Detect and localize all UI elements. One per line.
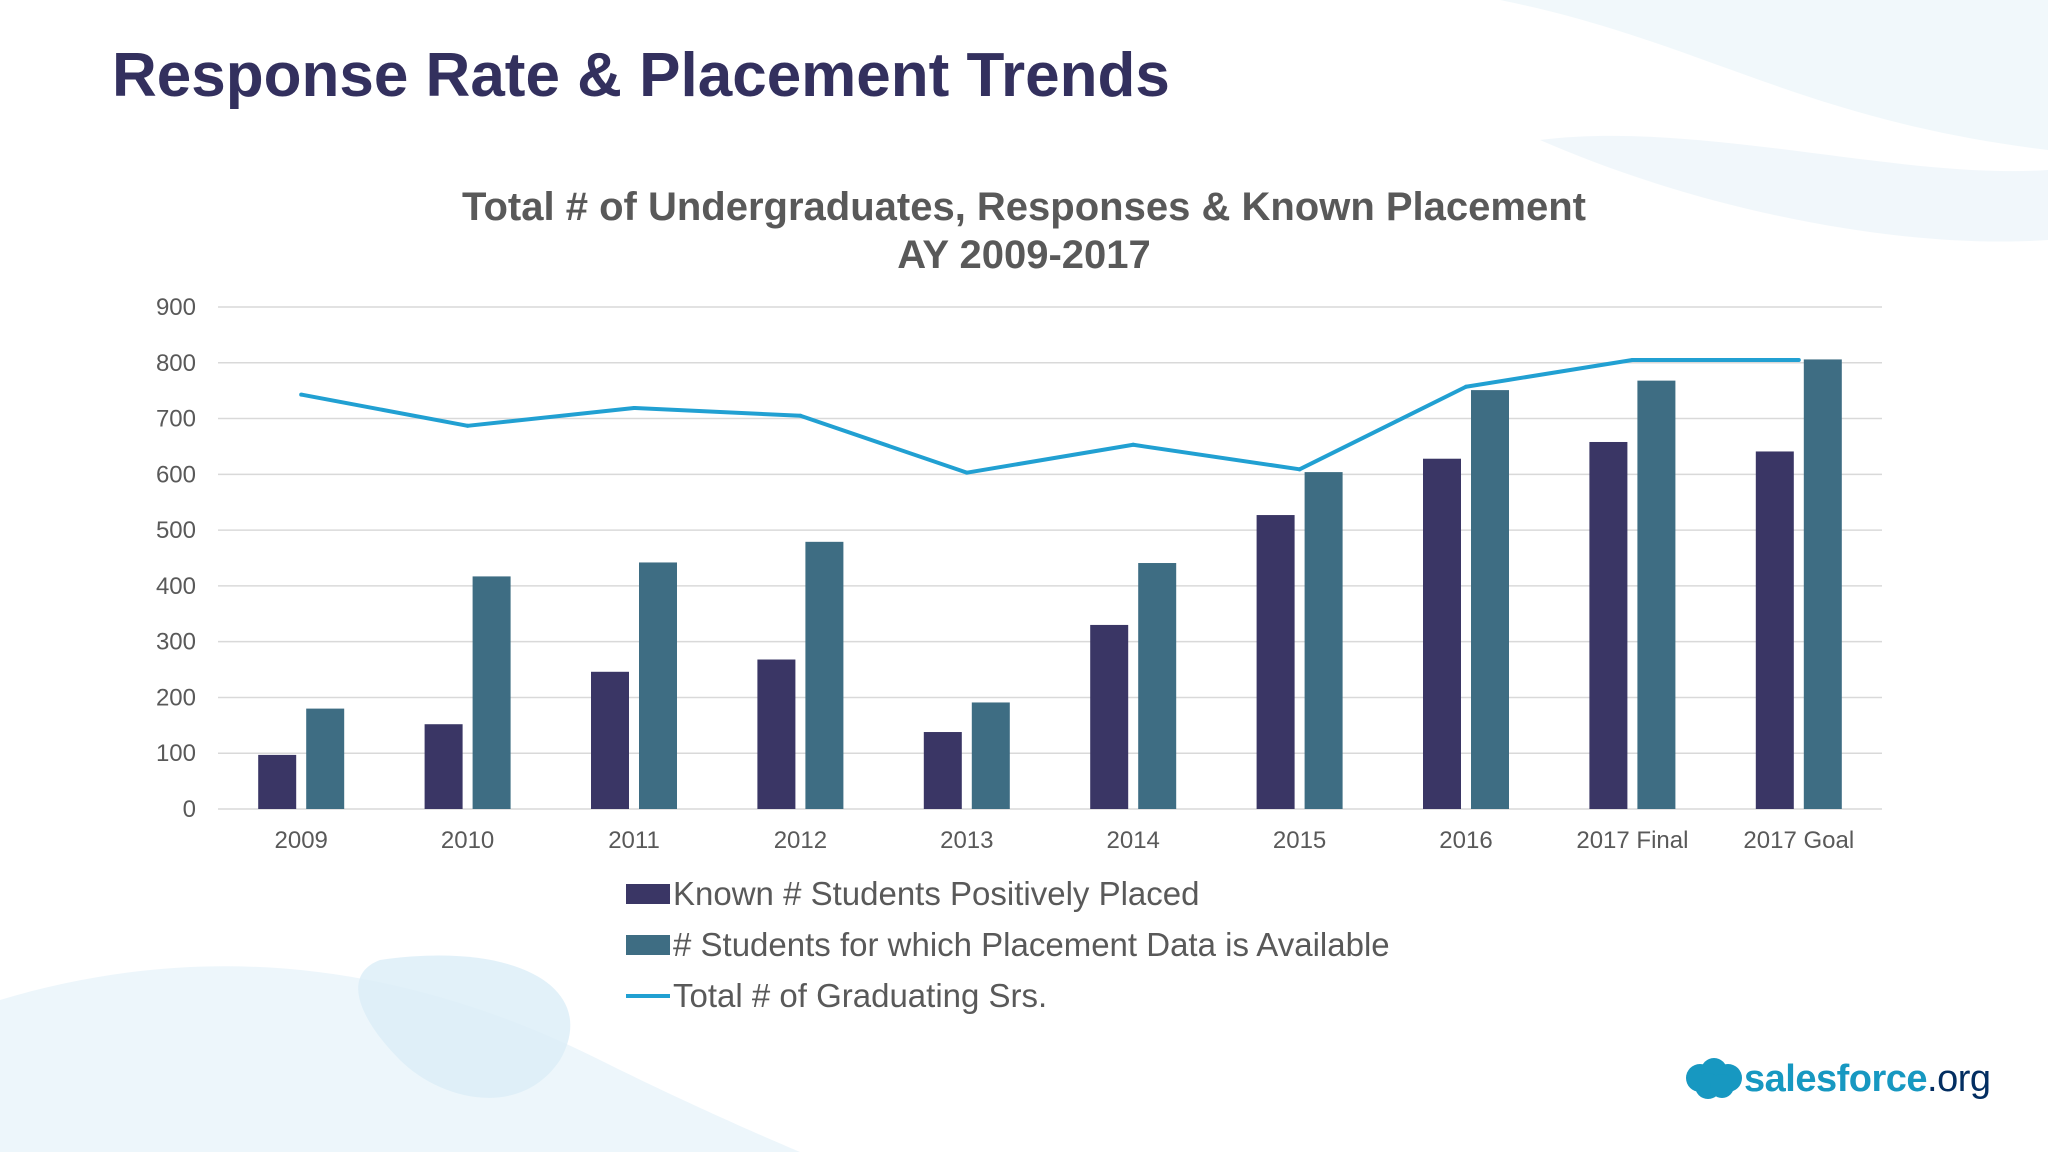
- legend-swatch-total: [626, 993, 670, 998]
- bar: [639, 562, 677, 809]
- x-tick-label: 2015: [1273, 827, 1326, 854]
- bar: [424, 724, 463, 809]
- legend-item-available: # Students for which Placement Data is A…: [626, 919, 1390, 970]
- line-point: [964, 470, 969, 475]
- chart-subtitle: AY 2009-2017: [897, 233, 1151, 277]
- y-tick-label: 0: [183, 796, 196, 823]
- line-point: [465, 423, 470, 428]
- x-tick-label: 2013: [940, 827, 993, 854]
- bar: [1589, 441, 1628, 809]
- bar: [591, 671, 629, 809]
- bar: [306, 708, 345, 809]
- x-tick-label: 2009: [275, 827, 328, 854]
- y-tick-label: 500: [156, 517, 196, 544]
- bar: [258, 754, 297, 809]
- bar: [923, 732, 962, 809]
- legend-label-available: # Students for which Placement Data is A…: [673, 925, 1390, 963]
- chart-legend: Known # Students Positively Placed # Stu…: [626, 868, 1390, 1021]
- bar: [1256, 515, 1295, 809]
- bar: [1423, 458, 1461, 809]
- legend-label-total: Total # of Graduating Srs.: [673, 976, 1048, 1014]
- line-point: [1131, 442, 1136, 447]
- line-point: [632, 405, 636, 410]
- x-tick-label: 2014: [1107, 827, 1160, 854]
- cloud-icon: [1686, 1058, 1742, 1099]
- salesforce-org-logo: salesforce.org: [1680, 1056, 1991, 1102]
- bar: [1471, 390, 1509, 809]
- logo-wordmark: salesforce.org: [1744, 1058, 1991, 1101]
- y-tick-label: 200: [156, 684, 196, 711]
- bar: [805, 541, 844, 809]
- y-axis: 0 100 200 300 400 500 600 700 800 900: [156, 294, 196, 823]
- line-point: [1464, 384, 1468, 389]
- y-tick-label: 900: [156, 294, 196, 321]
- x-tick-label: 2011: [608, 827, 660, 854]
- y-tick-label: 300: [156, 629, 196, 656]
- bar: [1755, 451, 1794, 809]
- line-point: [299, 392, 304, 397]
- x-tick-label: 2010: [441, 827, 494, 854]
- x-tick-label: 2017 Final: [1576, 827, 1688, 854]
- x-tick-label: 2012: [774, 827, 827, 854]
- y-tick-label: 100: [156, 740, 196, 767]
- legend-swatch-placed: [626, 883, 670, 904]
- legend-item-placed: Known # Students Positively Placed: [626, 868, 1390, 919]
- y-tick-label: 600: [156, 461, 196, 488]
- x-tick-label: 2017 Goal: [1743, 827, 1854, 854]
- bar: [472, 576, 511, 809]
- y-tick-label: 800: [156, 350, 196, 377]
- bar: [1803, 359, 1842, 809]
- x-tick-label: 2016: [1439, 827, 1492, 854]
- legend-swatch-available: [626, 934, 670, 955]
- legend-label-placed: Known # Students Positively Placed: [673, 874, 1200, 912]
- bar-series: [258, 359, 1842, 809]
- y-tick-label: 400: [156, 573, 196, 600]
- logo-brand: salesforce: [1744, 1057, 1928, 1100]
- line-point: [1297, 467, 1302, 472]
- line-point: [1796, 357, 1801, 362]
- logo-suffix: .org: [1927, 1057, 1991, 1100]
- legend-item-total: Total # of Graduating Srs.: [626, 970, 1390, 1021]
- grid-lines: [218, 306, 1882, 810]
- series-line-total: [300, 357, 1799, 475]
- y-tick-label: 700: [156, 406, 196, 433]
- slide-title: Response Rate & Placement Trends: [112, 41, 1170, 110]
- bar: [971, 702, 1010, 809]
- bar: [757, 659, 796, 809]
- chart-title: Total # of Undergraduates, Responses & K…: [462, 185, 1586, 229]
- line-series: [299, 357, 1801, 475]
- line-point: [1630, 357, 1635, 362]
- line-point: [798, 413, 803, 418]
- bar: [1138, 563, 1177, 809]
- bar: [1304, 472, 1343, 809]
- bar: [1090, 624, 1129, 809]
- x-axis: 2009 2010 2011 2012 2013 2014 2015 2016 2017 Fin…: [275, 827, 1855, 854]
- bar: [1637, 380, 1676, 809]
